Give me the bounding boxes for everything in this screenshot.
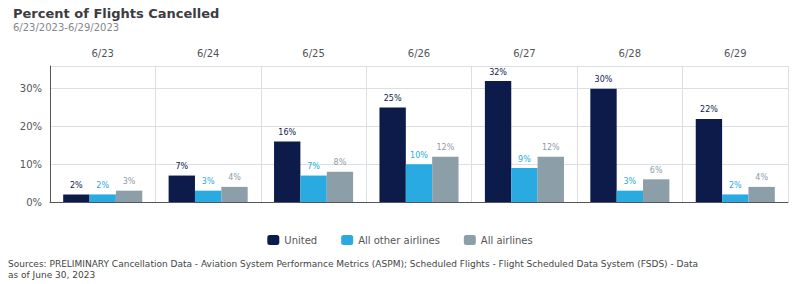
svg-text:Percent of Flights Cancelled: Percent of Flights Cancelled bbox=[13, 6, 219, 21]
svg-text:6/23/2023-6/29/2023: 6/23/2023-6/29/2023 bbox=[13, 22, 119, 33]
svg-text:All airlines: All airlines bbox=[481, 235, 533, 246]
svg-text:6/29: 6/29 bbox=[724, 48, 746, 59]
svg-text:0%: 0% bbox=[26, 197, 42, 208]
svg-text:30%: 30% bbox=[20, 83, 42, 94]
svg-text:25%: 25% bbox=[384, 94, 402, 103]
svg-text:8%: 8% bbox=[334, 158, 347, 167]
svg-text:2%: 2% bbox=[70, 181, 83, 190]
svg-text:6/28: 6/28 bbox=[619, 48, 641, 59]
svg-text:2%: 2% bbox=[96, 181, 109, 190]
svg-text:7%: 7% bbox=[175, 162, 188, 171]
svg-text:2%: 2% bbox=[729, 181, 742, 190]
svg-text:32%: 32% bbox=[489, 68, 507, 77]
svg-text:Sources: PRELIMINARY Cancellat: Sources: PRELIMINARY Cancellation Data -… bbox=[8, 259, 698, 269]
svg-text:9%: 9% bbox=[518, 155, 531, 164]
svg-text:6/27: 6/27 bbox=[513, 48, 535, 59]
svg-text:6/26: 6/26 bbox=[408, 48, 430, 59]
svg-text:6/23: 6/23 bbox=[91, 48, 113, 59]
svg-text:4%: 4% bbox=[228, 173, 241, 182]
svg-text:22%: 22% bbox=[700, 105, 718, 114]
svg-text:All other airlines: All other airlines bbox=[358, 235, 440, 246]
svg-text:as of June 30, 2023: as of June 30, 2023 bbox=[8, 270, 95, 280]
svg-text:12%: 12% bbox=[542, 143, 560, 152]
svg-text:3%: 3% bbox=[624, 177, 637, 186]
svg-text:United: United bbox=[284, 235, 317, 246]
svg-text:16%: 16% bbox=[278, 128, 296, 137]
svg-text:6/25: 6/25 bbox=[302, 48, 324, 59]
svg-text:10%: 10% bbox=[410, 151, 428, 160]
svg-text:30%: 30% bbox=[595, 75, 613, 84]
svg-text:7%: 7% bbox=[307, 162, 320, 171]
svg-text:3%: 3% bbox=[202, 177, 215, 186]
svg-text:20%: 20% bbox=[20, 121, 42, 132]
svg-text:6/24: 6/24 bbox=[197, 48, 219, 59]
svg-text:12%: 12% bbox=[436, 143, 454, 152]
svg-text:4%: 4% bbox=[755, 173, 768, 182]
svg-text:6%: 6% bbox=[650, 166, 663, 175]
svg-text:10%: 10% bbox=[20, 159, 42, 170]
svg-text:3%: 3% bbox=[123, 177, 136, 186]
